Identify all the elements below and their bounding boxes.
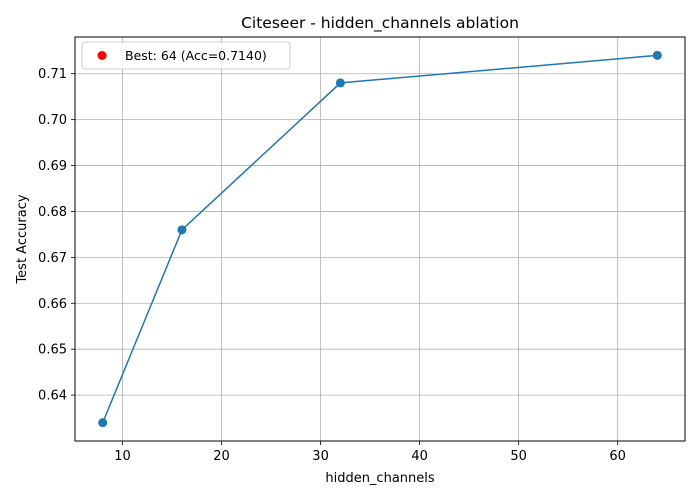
y-tick-label: 0.69 — [38, 159, 67, 174]
y-tick-label: 0.67 — [38, 251, 67, 266]
series — [98, 50, 662, 428]
x-tick-label: 60 — [609, 449, 626, 464]
y-tick-label: 0.68 — [38, 205, 67, 220]
y-tick-label: 0.66 — [38, 297, 67, 312]
data-point — [652, 50, 662, 60]
axes-frame — [74, 36, 686, 442]
y-tick-label: 0.65 — [38, 343, 67, 358]
x-tick-label: 50 — [510, 449, 527, 464]
legend-box — [81, 41, 291, 70]
x-axis-title: hidden_channels — [325, 471, 435, 486]
legend: Best: 64 (Acc=0.7140) — [81, 41, 291, 70]
x-tick-label: 10 — [114, 449, 131, 464]
data-point — [335, 78, 345, 88]
y-tick-label: 0.70 — [38, 113, 67, 128]
series-line — [102, 54, 658, 423]
legend-marker — [97, 51, 107, 60]
x-tick-label: 40 — [411, 449, 428, 464]
y-axis-title: Test Accuracy — [15, 194, 30, 284]
data-point — [98, 418, 108, 428]
data-point — [177, 225, 187, 235]
x-tick-label: 20 — [213, 449, 230, 464]
y-tick-label: 0.71 — [38, 67, 67, 82]
legend-label: Best: 64 (Acc=0.7140) — [125, 48, 267, 63]
x-tick-label: 30 — [312, 449, 329, 464]
y-tick-label: 0.64 — [38, 389, 67, 404]
chart-title: Citeseer - hidden_channels ablation — [241, 14, 519, 33]
grid — [75, 37, 685, 441]
axis-ticks: 10 20 30 40 50 60 0.64 0.65 0.66 0.67 0.68 0.69 0.70… — [38, 67, 626, 464]
